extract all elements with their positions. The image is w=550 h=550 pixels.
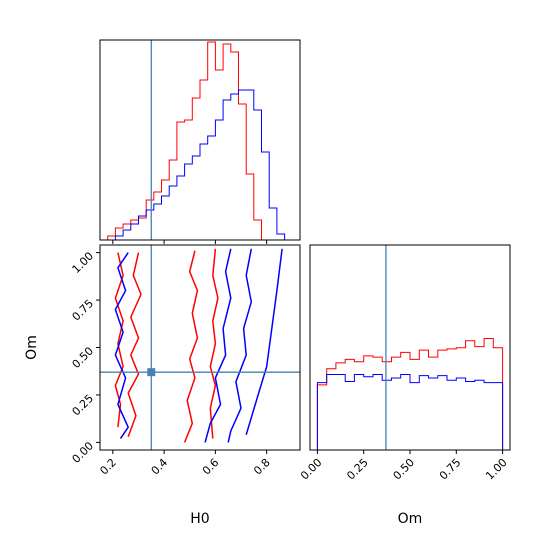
om-histogram-frame bbox=[309, 244, 511, 451]
h0-histogram-ticks bbox=[112, 240, 268, 244]
contour-y-tick-label: 0.50 bbox=[70, 344, 97, 371]
x-axis-label-om: Om bbox=[398, 511, 423, 527]
om-histogram-tick-label: 0.75 bbox=[437, 456, 464, 483]
contour-line-1-2 bbox=[114, 252, 130, 440]
h0-histogram-lines bbox=[107, 41, 293, 241]
contour-x-tick-label: 0.2 bbox=[97, 456, 119, 478]
contour-line-1-1 bbox=[227, 248, 253, 443]
histogram-series-1 bbox=[316, 374, 504, 450]
histogram-series-0 bbox=[316, 338, 504, 450]
om-histogram-tick-label: 0.00 bbox=[298, 456, 325, 483]
contour-y-ticks: 0.00 0.25 0.50 0.75 1.00 bbox=[70, 250, 100, 466]
contour-y-tick-label: 1.00 bbox=[70, 250, 97, 277]
om-histogram-lines bbox=[316, 338, 504, 450]
contour-line-0-2 bbox=[127, 252, 142, 437]
om-histogram-x-ticks: 0.00 0.25 0.50 0.75 1.00 bbox=[298, 450, 510, 482]
contour-line-0-1 bbox=[183, 250, 199, 443]
contour-y-tick-label: 0.25 bbox=[70, 392, 97, 419]
contour-line-1-0 bbox=[204, 248, 232, 443]
contour-y-tick-label: 0.75 bbox=[70, 297, 97, 324]
om-histogram-tick-label: 1.00 bbox=[483, 456, 510, 483]
histogram-series-0 bbox=[107, 41, 293, 241]
panel-om-histogram: 0.00 0.25 0.50 0.75 1.00 Om bbox=[298, 244, 511, 527]
contour-lines bbox=[114, 248, 283, 443]
contour-x-tick-label: 0.6 bbox=[200, 456, 222, 478]
histogram-series-1 bbox=[107, 89, 293, 241]
y-axis-label-om: Om bbox=[24, 335, 40, 360]
contour-frame bbox=[99, 244, 301, 451]
contour-line-1-3 bbox=[245, 248, 283, 436]
contour-y-tick-label: 0.00 bbox=[70, 439, 97, 466]
om-histogram-tick-label: 0.50 bbox=[391, 456, 418, 483]
contour-line-0-3 bbox=[114, 252, 124, 428]
contour-x-tick-label: 0.8 bbox=[251, 456, 273, 478]
contour-line-0-0 bbox=[209, 248, 219, 439]
panel-contour: 0.2 0.4 0.6 0.8 0.00 0.25 0.50 0.75 1.00 H0 Om bbox=[24, 244, 301, 527]
h0-histogram-frame bbox=[99, 39, 301, 241]
truth-marker bbox=[147, 368, 156, 377]
om-histogram-tick-label: 0.25 bbox=[344, 456, 371, 483]
contour-x-tick-label: 0.4 bbox=[149, 456, 171, 478]
panel-h0-histogram bbox=[99, 39, 301, 244]
contour-x-ticks: 0.2 0.4 0.6 0.8 bbox=[97, 450, 273, 478]
x-axis-label-h0: H0 bbox=[190, 511, 209, 527]
